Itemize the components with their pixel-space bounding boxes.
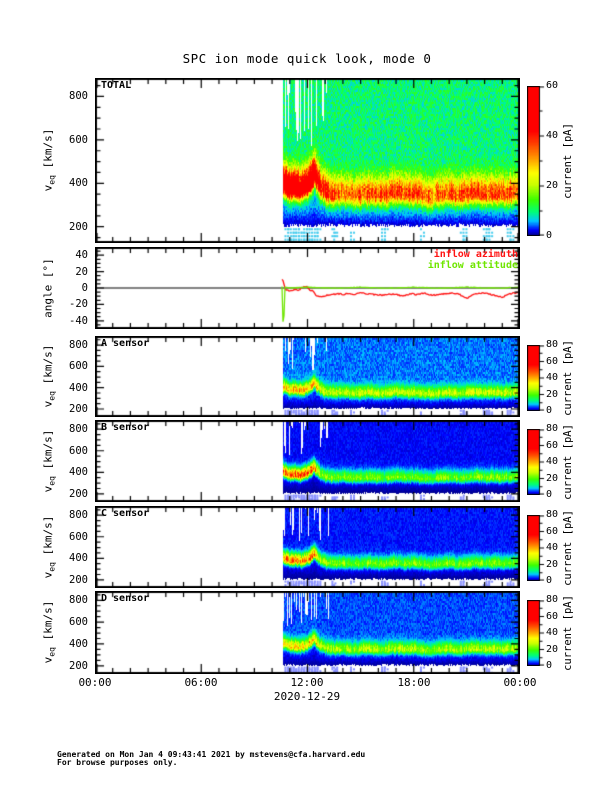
- panel-label-total: TOTAL: [101, 80, 132, 91]
- panel-label-c-sensor: C sensor: [101, 508, 150, 519]
- panel-label-a-sensor: A sensor: [101, 338, 150, 349]
- y-tick-label: 600: [69, 444, 88, 457]
- y-tick-label: 200: [69, 403, 88, 415]
- c-sensor-colorbar-canvas: [527, 515, 545, 581]
- colorbar-tick-label: 80: [546, 339, 559, 350]
- y-tick-label: 200: [69, 487, 88, 500]
- colorbar-tick-label: 20: [546, 643, 559, 655]
- y-tick-label: 400: [69, 381, 88, 394]
- a-sensor-spectrogram-canvas: [95, 336, 520, 417]
- b-sensor-colorbar-canvas: [527, 429, 545, 495]
- d-sensor-spectrogram-canvas: [95, 591, 520, 674]
- y-axis-label-a: veq [km/s]: [41, 344, 57, 408]
- panel-label-b-sensor: B sensor: [101, 422, 150, 433]
- colorbar-tick-label: 40: [546, 456, 559, 467]
- y-axis-label-b: veq [km/s]: [41, 429, 57, 493]
- colorbar-tick-label: 0: [546, 489, 553, 500]
- c-sensor-spectrogram-canvas: [95, 506, 520, 588]
- y-axis-label-c: veq [km/s]: [41, 515, 57, 579]
- colorbar-tick-label: 0: [546, 575, 553, 586]
- colorbar-tick-label: 80: [546, 594, 559, 605]
- y-tick-label: -40: [69, 314, 88, 327]
- date-label: 2020-12-29: [273, 690, 341, 703]
- y-tick-label: 400: [69, 177, 88, 190]
- colorbar-tick-label: 20: [546, 180, 559, 191]
- b-sensor-spectrogram-canvas: [95, 420, 520, 502]
- y-tick-label: 600: [69, 616, 88, 629]
- colorbar-tick-label: 60: [546, 355, 559, 367]
- d-sensor-colorbar-canvas: [527, 600, 545, 666]
- y-tick-label: 800: [69, 90, 88, 103]
- panel-label-d-sensor: D sensor: [101, 593, 150, 604]
- plot-title: SPC ion mode quick look, mode 0: [182, 51, 432, 66]
- y-tick-label: -20: [69, 298, 88, 311]
- y-tick-label: 400: [69, 637, 88, 650]
- x-tick-0000-left: 00:00: [78, 676, 112, 689]
- legend-inflow-azimuth: inflow azimuth: [433, 249, 518, 260]
- angle-plot-canvas: [95, 247, 520, 329]
- y-tick-label: 800: [69, 339, 88, 352]
- y-tick-label: 200: [69, 573, 88, 586]
- y-tick-label: 400: [69, 466, 88, 479]
- angle-legend: inflow azimuth inflow attitude: [428, 249, 518, 271]
- x-tick-1200: 12:00: [290, 676, 324, 689]
- y-tick-label: 200: [69, 220, 88, 233]
- y-axis-label-d: veq [km/s]: [41, 600, 57, 664]
- x-tick-0000-right: 00:00: [503, 676, 537, 689]
- y-tick-label: 600: [69, 530, 88, 543]
- colorbar-tick-label: 20: [546, 558, 559, 570]
- y-tick-label: 20: [75, 265, 88, 278]
- colorbar-tick-label: 40: [546, 130, 559, 141]
- footer-generated-line: Generated on Mon Jan 4 09:43:41 2021 by …: [57, 750, 366, 759]
- a-sensor-colorbar-canvas: [527, 345, 545, 411]
- y-tick-label: 800: [69, 594, 88, 607]
- footer-browse-line: For browse purposes only.: [57, 758, 178, 767]
- colorbar-tick-label: 0: [546, 230, 553, 241]
- colorbar-tick-label: 60: [546, 439, 559, 451]
- y-tick-label: 40: [75, 249, 88, 262]
- colorbar-tick-label: 0: [546, 405, 553, 416]
- y-tick-label: 400: [69, 552, 88, 565]
- y-tick-label: 800: [69, 509, 88, 522]
- y-tick-label: 800: [69, 423, 88, 436]
- colorbar-tick-label: 40: [546, 542, 559, 553]
- colorbar-tick-label: 80: [546, 509, 559, 520]
- y-tick-label: 600: [69, 133, 88, 146]
- x-tick-0600: 06:00: [184, 676, 218, 689]
- colorbar-tick-label: 20: [546, 472, 559, 484]
- colorbar-tick-label: 0: [546, 660, 553, 671]
- colorbar-tick-label: 80: [546, 423, 559, 434]
- total-spectrogram-canvas: [95, 78, 520, 243]
- y-tick-label: 0: [81, 282, 88, 294]
- x-tick-1800: 18:00: [397, 676, 431, 689]
- y-tick-label: 600: [69, 360, 88, 373]
- y-tick-label: 200: [69, 659, 88, 672]
- colorbar-tick-label: 20: [546, 388, 559, 400]
- colorbar-tick-label: 40: [546, 372, 559, 383]
- colorbar-tick-label: 60: [546, 610, 559, 622]
- total-colorbar-canvas: [527, 86, 545, 236]
- colorbar-tick-label: 60: [546, 525, 559, 537]
- colorbar-tick-label: 60: [546, 80, 559, 91]
- colorbar-tick-label: 40: [546, 627, 559, 638]
- legend-inflow-attitude: inflow attitude: [427, 260, 518, 271]
